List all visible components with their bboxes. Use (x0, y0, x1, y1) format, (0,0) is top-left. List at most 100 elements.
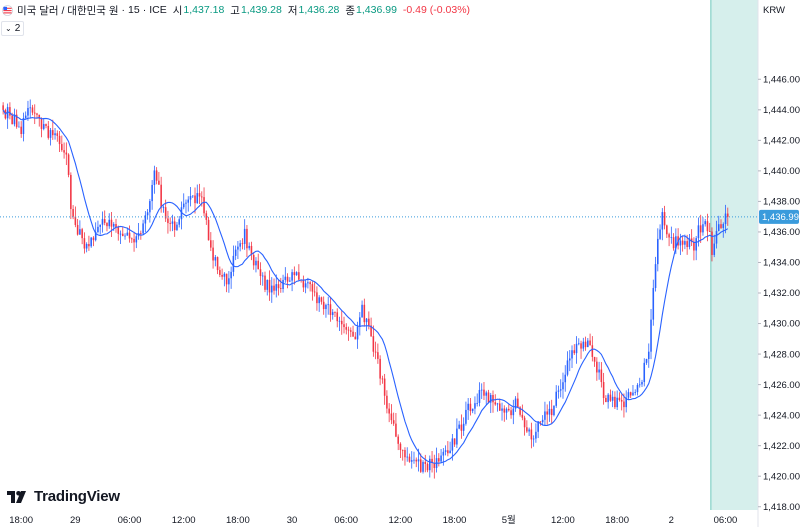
candle-body (568, 358, 571, 361)
candle-body (92, 237, 95, 241)
candle-body (675, 236, 677, 249)
close-value: 1,436.99 (356, 4, 397, 16)
candle-body (408, 456, 411, 462)
candle-body (496, 403, 499, 405)
candle-body (659, 229, 661, 239)
candle-body (207, 219, 210, 241)
candle-body (505, 408, 508, 413)
candle-body (460, 424, 463, 431)
candle-body (433, 463, 436, 469)
candle-body (600, 369, 603, 383)
price-axis[interactable]: 1,418.00 1,420.00 1,422.00 1,424.00 1,426.00… (758, 74, 800, 513)
candle-body (45, 124, 47, 126)
candle-body (704, 221, 706, 225)
candle-body (11, 115, 13, 125)
candle-body (654, 264, 657, 288)
tradingview-logo-text: TradingView (34, 488, 120, 505)
candle-body (280, 288, 282, 289)
candle-body (70, 174, 72, 210)
candle-body (266, 279, 269, 290)
candle-body (577, 343, 580, 345)
candle-body (228, 278, 230, 285)
candle-body (162, 207, 165, 209)
candle-body (629, 392, 632, 396)
low-label: 저 (287, 4, 298, 17)
candle-body (397, 436, 399, 444)
candle-body (318, 297, 320, 304)
candle-body (185, 202, 187, 204)
candle-body (607, 394, 609, 403)
price-tick-label: 1,422.00 (763, 441, 800, 452)
candle-body (282, 279, 284, 289)
candle-body (259, 269, 262, 277)
candle-body (273, 285, 275, 291)
candle-body (546, 411, 548, 415)
candle-body (611, 396, 614, 401)
open-label: 시 (172, 4, 183, 17)
candle-body (126, 232, 129, 236)
candle-body (413, 459, 415, 461)
interval-label[interactable]: 15 (128, 4, 140, 16)
candle-body (652, 287, 655, 320)
time-tick-label: 06:00 (118, 515, 142, 526)
candle-body (40, 118, 43, 129)
candle-body (562, 382, 564, 390)
symbol-name[interactable]: 미국 달러 / 대한민국 원 (17, 4, 119, 17)
candle-body (182, 203, 185, 208)
candle-body (528, 429, 530, 432)
session-highlight (710, 0, 758, 510)
tradingview-logo[interactable]: TradingView (7, 488, 120, 505)
candle-body (36, 113, 38, 115)
candle-body (155, 170, 158, 181)
chart-legend-header: 미국 달러 / 대한민국 원 · 15 · ICE 시 1,437.18 고 1,4… (0, 0, 750, 20)
time-tick-label: 18:00 (9, 515, 33, 526)
candle-body (713, 243, 716, 255)
chevron-down-icon[interactable]: ⌄ (5, 24, 12, 33)
candle-body (27, 107, 29, 116)
candle-body (112, 224, 115, 227)
candle-body (49, 130, 52, 138)
candle-body (451, 438, 454, 451)
candle-body (322, 301, 325, 310)
candle-body (632, 392, 634, 396)
candle-body (688, 238, 691, 248)
candle-body (467, 403, 469, 410)
candle-body (359, 317, 361, 327)
candle-body (650, 319, 652, 352)
candle-body (458, 424, 460, 429)
candle-body (295, 272, 298, 276)
candle-body (131, 238, 133, 240)
time-tick-label: 18:00 (443, 515, 467, 526)
candle-body (605, 397, 607, 403)
candle-body (160, 184, 162, 208)
candle-body (530, 429, 533, 440)
candle-body (548, 408, 551, 415)
candle-body (241, 243, 244, 245)
candle-body (720, 224, 722, 228)
candle-body (625, 397, 627, 408)
candle-body (246, 228, 248, 249)
candle-body (410, 460, 413, 462)
candle-body (550, 408, 553, 416)
candle-body (377, 352, 379, 359)
candle-body (15, 114, 18, 127)
indicator-toggle[interactable]: ⌄ 2 (1, 21, 25, 36)
candle-body (340, 320, 343, 325)
time-tick-label: 29 (70, 515, 81, 526)
candle-body (363, 304, 366, 323)
candle-body (298, 272, 300, 280)
candle-body (686, 241, 688, 248)
candle-body (52, 130, 54, 136)
candle-body (501, 408, 503, 411)
candle-body (566, 360, 569, 375)
candle-body (383, 378, 386, 396)
candle-body (392, 420, 395, 424)
candle-body (264, 275, 266, 290)
candle-body (234, 249, 237, 256)
candle-body (54, 133, 56, 136)
candle-body (115, 224, 117, 228)
candle-body (431, 458, 433, 464)
time-axis[interactable]: 18:00 29 06:00 12:00 18:00 30 06:00 12:00 18:00 5… (9, 514, 737, 526)
candle-body (173, 221, 176, 231)
